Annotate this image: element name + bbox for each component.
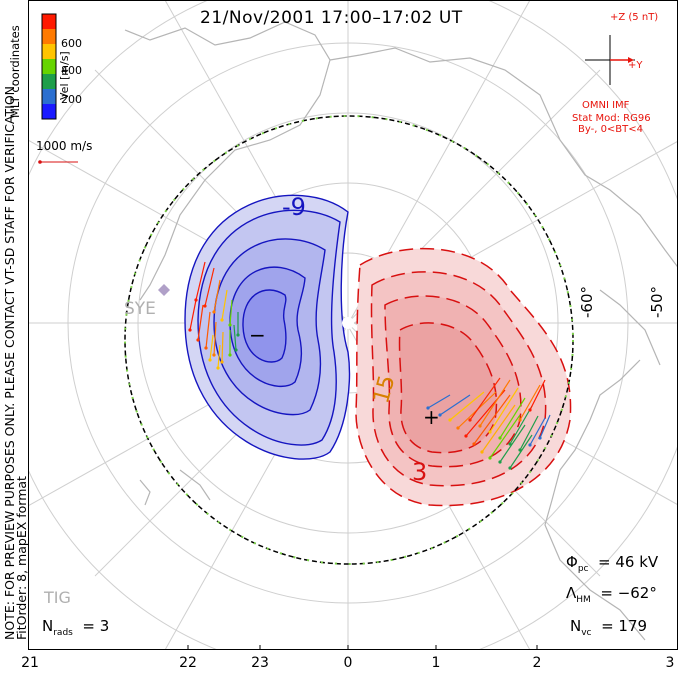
potential-min-marker: − <box>249 323 266 347</box>
colorbar-swatch <box>42 104 56 119</box>
scale-vector-label: 1000 m/s <box>36 139 93 153</box>
velocity-colorbar <box>41 13 57 120</box>
fit-order-label: FitOrder: 8, mapEX format <box>14 476 29 640</box>
positive-potential-cell <box>355 247 572 507</box>
mlt-label: 23 <box>251 655 269 671</box>
imf-z-label: +Z (5 nT) <box>610 12 659 23</box>
mlt-label: 3 <box>665 655 675 671</box>
colorbar-swatch <box>42 14 56 29</box>
colorbar-swatch <box>42 59 56 74</box>
colorbar-tick: 400 <box>61 64 82 77</box>
station-label: SYE <box>124 299 156 319</box>
contour-label-pos2: 3 <box>412 458 427 486</box>
imf-source: OMNI IMF <box>582 100 630 111</box>
colorbar-tick: 600 <box>61 37 82 50</box>
vector-count: Nvc = 179 <box>570 617 648 638</box>
velocity-vectors-right <box>426 377 551 470</box>
hmb-latitude: ΛHM = −62° <box>566 584 657 605</box>
mlt-label: 2 <box>532 655 542 671</box>
plot-frame <box>28 0 678 650</box>
velocity-vectors-left <box>188 261 240 370</box>
radar-count: Nrads = 3 <box>42 617 110 638</box>
mlt-label: 22 <box>179 655 197 671</box>
mlt-label: 21 <box>21 655 39 671</box>
station-label: TIG <box>43 588 71 607</box>
colorbar-swatch <box>42 74 56 89</box>
contour-label-neg: -9 <box>282 193 306 221</box>
latitude-label: -60° <box>578 286 596 318</box>
colorbar-border <box>41 13 57 120</box>
heppner-maynard-boundary <box>124 115 574 565</box>
colorbar-swatch <box>42 89 56 104</box>
coastline <box>124 21 678 641</box>
mlt-ticks <box>187 645 538 650</box>
mlt-label: 0 <box>343 655 353 671</box>
model-label: Stat Mod: RG96 <box>572 113 651 124</box>
imf-condition: By-, 0<BT<4 <box>578 124 644 135</box>
pole-marker <box>342 317 354 329</box>
latitude-label: -50° <box>648 286 666 318</box>
potential-max-marker: + <box>423 405 440 429</box>
mlt-label: 1 <box>431 655 441 671</box>
imf-y-label: +Y <box>628 60 643 71</box>
colorbar-tick: 200 <box>61 93 82 106</box>
plot-title: 21/Nov/2001 17:00–17:02 UT <box>200 8 463 28</box>
cross-polar-potential: Φpc = 46 kV <box>566 553 659 574</box>
negative-potential-cell <box>184 194 351 460</box>
colorbar-swatch <box>42 44 56 59</box>
colorbar-swatch <box>42 29 56 44</box>
station-marker <box>158 284 170 296</box>
